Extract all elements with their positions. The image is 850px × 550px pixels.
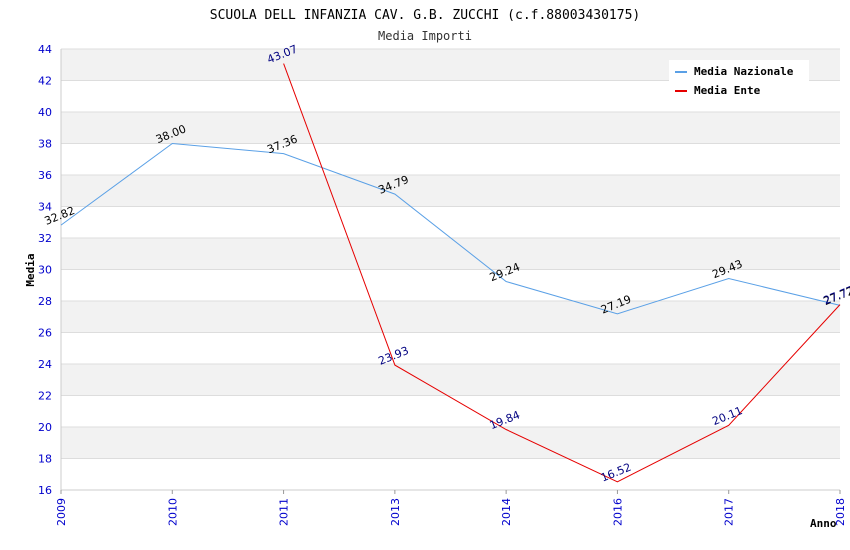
x-axis-label: Anno (810, 517, 837, 530)
plot-bands (61, 49, 840, 490)
series-group (60, 63, 841, 483)
plot-band (61, 301, 840, 333)
y-tick-label: 22 (38, 390, 52, 403)
y-tick-label: 30 (38, 264, 52, 277)
plot-band (61, 143, 840, 175)
axes (60, 49, 840, 491)
y-tick-label: 16 (38, 484, 52, 497)
y-tick-label: 34 (38, 201, 52, 214)
y-tick-label: 38 (38, 138, 52, 151)
x-tick-label: 2009 (55, 498, 68, 526)
y-tick-label: 42 (38, 75, 52, 88)
series-line-media-nazionale (60, 142, 841, 315)
y-tick-label: 20 (38, 421, 52, 434)
plot-band (61, 332, 840, 364)
plot-band (61, 458, 840, 490)
legend-entry: Media Nazionale (694, 65, 794, 78)
y-tick-label: 40 (38, 106, 52, 119)
chart-subtitle: Media Importi (378, 29, 472, 43)
y-tick-label: 36 (38, 169, 52, 182)
x-tick-label: 2011 (278, 498, 291, 526)
legend-entry: Media Ente (694, 84, 761, 97)
y-tick-label: 44 (38, 43, 52, 56)
plot-band (61, 427, 840, 459)
plot-band (61, 395, 840, 427)
plot-band (61, 238, 840, 270)
series-line-media-ente (283, 63, 841, 483)
y-tick-label: 26 (38, 327, 52, 340)
x-tick-label: 2017 (723, 498, 736, 526)
plot-band (61, 206, 840, 238)
y-tick-label: 32 (38, 232, 52, 245)
y-axis-ticks: 16 18 20 22 24 26 28 30 32 34 36 38 40 42 44 (38, 43, 52, 497)
y-tick-label: 24 (38, 358, 52, 371)
plot-band (61, 175, 840, 207)
y-tick-label: 28 (38, 295, 52, 308)
y-tick-label: 18 (38, 453, 52, 466)
x-tick-label: 2010 (166, 498, 179, 526)
x-axis-ticks: 2009 2010 2011 2013 2014 2016 2017 2018 (55, 490, 847, 526)
x-tick-label: 2013 (389, 498, 402, 526)
plot-band (61, 364, 840, 396)
legend: Media Nazionale Media Ente (669, 60, 809, 102)
plot-band (61, 112, 840, 144)
chart-title: SCUOLA DELL INFANZIA CAV. G.B. ZUCCHI (c… (210, 8, 640, 23)
x-tick-label: 2018 (834, 498, 847, 526)
x-tick-label: 2014 (500, 498, 513, 526)
legend-box (669, 60, 809, 102)
x-tick-label: 2016 (611, 498, 624, 526)
y-axis-label: Media (24, 253, 37, 286)
plot-band (61, 269, 840, 301)
